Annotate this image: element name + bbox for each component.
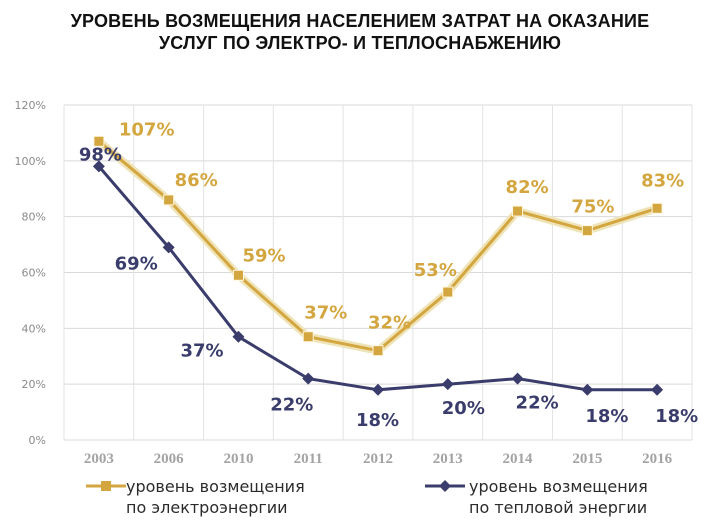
electricity-point — [93, 135, 105, 147]
electricity-point — [512, 205, 524, 217]
y-tick-label: 20% — [22, 378, 46, 391]
legend-electricity-line-1: уровень возмещения — [126, 477, 305, 496]
x-tick-label: 2012 — [363, 451, 393, 467]
legend-electricity-marker — [86, 481, 126, 491]
electricity-data-label: 59% — [242, 245, 285, 266]
electricity-data-label: 37% — [304, 303, 347, 324]
x-tick-label: 2010 — [223, 451, 253, 467]
heat-point — [651, 383, 664, 396]
electricity-data-label: 83% — [641, 170, 684, 191]
heat-point — [581, 383, 594, 396]
heat-point — [302, 372, 315, 385]
electricity-data-label: 82% — [506, 177, 549, 198]
x-tick-label: 2003 — [84, 451, 114, 467]
x-tick-label: 2011 — [294, 451, 323, 467]
electricity-data-label: 75% — [571, 197, 614, 218]
chart-title: УРОВЕНЬ ВОЗМЕЩЕНИЯ НАСЕЛЕНИЕМ ЗАТРАТ НА … — [0, 10, 720, 54]
electricity-point — [581, 225, 593, 237]
heat-data-label: 22% — [516, 393, 559, 414]
electricity-point — [163, 194, 175, 206]
plot-area: 0% 20% 40% 60% 80% 100% 120% 2003 2006 2010 2011 20… — [15, 99, 699, 467]
y-tick-label: 120% — [15, 99, 46, 112]
y-tick-label: 40% — [22, 322, 46, 335]
legend-heat-marker — [425, 480, 465, 492]
heat-data-label: 18% — [655, 406, 698, 427]
y-tick-label: 60% — [22, 267, 46, 280]
heat-data-label: 22% — [270, 395, 313, 416]
electricity-point — [651, 202, 663, 214]
electricity-data-label: 107% — [119, 119, 175, 140]
y-tick-label: 80% — [22, 211, 46, 224]
heat-point — [511, 372, 524, 385]
heat-point — [232, 330, 245, 343]
heat-data-label: 18% — [356, 410, 399, 431]
chart-title-line-1: УРОВЕНЬ ВОЗМЕЩЕНИЯ НАСЕЛЕНИЕМ ЗАТРАТ НА … — [70, 11, 650, 31]
legend-heat-line-1: уровень возмещения — [469, 477, 648, 496]
legend-heat-line-2: по тепловой энергии — [469, 498, 648, 517]
x-tick-label: 2015 — [572, 451, 602, 467]
legend-electricity: уровень возмещения по электроэнергии — [126, 476, 305, 518]
x-tick-label: 2006 — [154, 451, 185, 467]
legend-electricity-line-2: по электроэнергии — [126, 498, 288, 517]
electricity-data-label: 32% — [368, 313, 411, 334]
heat-point — [162, 241, 175, 254]
electricity-point — [232, 269, 244, 281]
electricity-point — [442, 286, 454, 298]
heat-data-label: 69% — [115, 253, 158, 274]
heat-data-label: 20% — [442, 398, 485, 419]
x-tick-label: 2013 — [433, 451, 463, 467]
legend-heat: уровень возмещения по тепловой энергии — [469, 476, 648, 518]
y-tick-label: 0% — [29, 434, 46, 447]
x-tick-label: 2016 — [642, 451, 673, 467]
heat-data-label: 18% — [585, 406, 628, 427]
electricity-data-label: 53% — [414, 260, 457, 281]
heat-point — [441, 378, 454, 391]
x-tick-label: 2014 — [503, 451, 534, 467]
heat-point — [372, 383, 384, 396]
chart-title-line-2: УСЛУГ ПО ЭЛЕКТРО- И ТЕПЛОСНАБЖЕНИЮ — [158, 33, 562, 53]
heat-data-label: 98% — [79, 144, 122, 165]
electricity-point — [302, 331, 314, 343]
electricity-data-label: 86% — [175, 170, 218, 191]
electricity-point — [372, 345, 384, 357]
heat-data-label: 37% — [180, 341, 223, 362]
y-tick-label: 100% — [15, 155, 46, 168]
heat-point — [92, 160, 105, 173]
